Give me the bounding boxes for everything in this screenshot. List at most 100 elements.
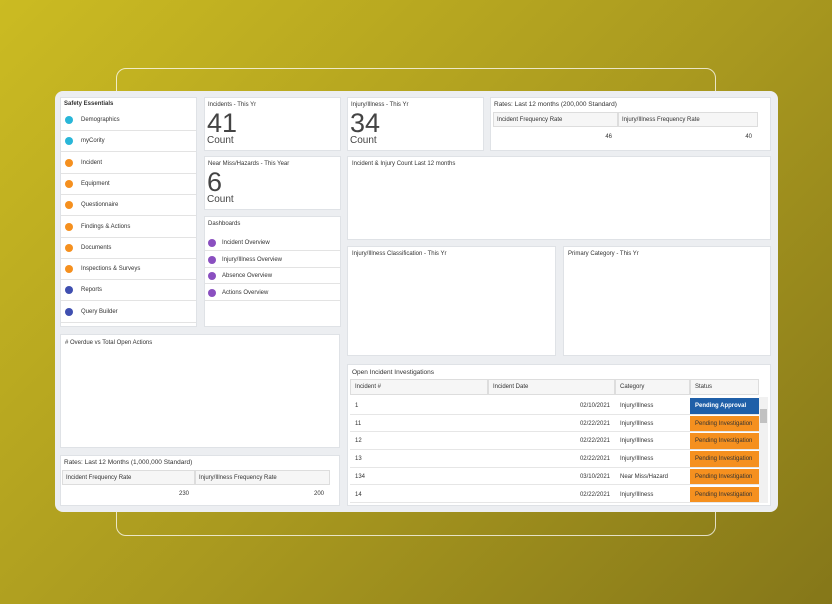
table-header: Incident Date [493, 384, 529, 390]
pie-panel [563, 246, 771, 356]
pie-panel [347, 246, 556, 356]
dashboard-icon [208, 288, 216, 297]
sidebar-icon [65, 116, 73, 124]
sidebar-label: Inspections & Surveys [81, 266, 141, 273]
rates-header-cell [62, 470, 195, 485]
dashboard-label: Absence Overview [222, 273, 273, 279]
table-header: Incident # [355, 384, 382, 390]
table-row[interactable] [350, 468, 759, 486]
sidebar-label: Documents [81, 244, 112, 251]
sidebar-icon [65, 265, 73, 274]
dashboard-label: Incident Overview [222, 240, 270, 246]
table-row[interactable] [350, 415, 759, 433]
sidebar-label: Equipment [81, 180, 110, 187]
table-cell: Near Miss/Hazard [620, 473, 669, 480]
dashboard-icon [208, 255, 216, 264]
sidebar-item[interactable] [61, 174, 196, 195]
sidebar-icon [65, 286, 73, 295]
scrollbar-thumb[interactable] [760, 409, 767, 423]
sidebar-item[interactable] [61, 195, 196, 217]
dashboard-link[interactable] [205, 235, 340, 251]
table-cell: 02/22/2021 [579, 491, 610, 498]
kpi-unit: Count [207, 135, 234, 146]
dashboard-icon [208, 272, 216, 280]
sidebar-icon [65, 222, 73, 231]
table-cell: 02/22/2021 [579, 420, 610, 427]
kpi-panel [347, 97, 484, 151]
sidebar-icon [65, 158, 73, 167]
sidebar-item[interactable] [61, 259, 196, 281]
chart-title: # Overdue vs Total Open Actions [65, 340, 153, 346]
sidebar-label: Reports [81, 287, 103, 294]
chart-title: Injury/Illness Classification - This Yr [352, 251, 447, 257]
kpi-unit: Count [350, 135, 377, 146]
table-header-cell [615, 379, 690, 395]
rates-title: Rates: Last 12 Months (1,000,000 Standar… [64, 459, 193, 466]
dashboard-link[interactable] [205, 268, 340, 284]
sidebar-item[interactable] [61, 302, 196, 323]
table-cell: 02/22/2021 [579, 438, 610, 445]
dashboard-link[interactable] [205, 252, 340, 268]
table-cell: Injury/Illness [620, 491, 654, 498]
chart-title: Incident & Injury Count Last 12 months [352, 161, 456, 167]
sidebar-label: Demographics [81, 117, 120, 123]
sidebar-item[interactable] [61, 153, 196, 174]
table-cell: Injury/Illness [620, 438, 654, 445]
table-row[interactable] [350, 432, 759, 451]
sidebar-icon [65, 243, 73, 252]
table-header: Category [620, 384, 645, 390]
sidebar-item[interactable] [61, 131, 196, 153]
dashboard-label: Actions Overview [222, 289, 269, 296]
status-badge: Pending Investigation [690, 433, 759, 450]
table-row[interactable] [350, 397, 759, 415]
dashboards-panel [204, 216, 341, 327]
sidebar-icon [65, 201, 73, 210]
status-badge: Pending Approval [690, 398, 759, 414]
sidebar-icon [65, 137, 73, 146]
table-cell: 02/10/2021 [579, 403, 610, 409]
sidebar-item[interactable] [61, 110, 196, 131]
table-title: Open Incident Investigations [352, 369, 435, 376]
sidebar-icon [65, 179, 73, 188]
rates-header-cell [195, 470, 330, 485]
rates-value: 230 [178, 491, 189, 497]
table-cell: 12 [355, 438, 362, 445]
rates-header: Injury/Illness Frequency Rate [199, 475, 277, 481]
table-cell: 13 [355, 456, 362, 463]
rates-value: 46 [605, 134, 612, 140]
sidebar-label: myCority [81, 138, 105, 145]
status-badge: Pending Investigation [690, 415, 759, 432]
table-row[interactable] [350, 486, 759, 504]
table-row[interactable] [350, 450, 759, 468]
rates-header: Injury/Illness Frequency Rate [622, 117, 700, 123]
table-cell: 03/10/2021 [579, 473, 610, 480]
kpi-unit: Count [207, 194, 234, 205]
sidebar-label: Findings & Actions [81, 223, 131, 230]
table-cell: Injury/Illness [620, 403, 654, 409]
status-badge: Pending Investigation [690, 486, 759, 503]
rates-header-cell [618, 112, 758, 127]
sidebar-icon [65, 307, 73, 316]
rates-header-cell [493, 112, 618, 127]
status-badge: Pending Investigation [690, 468, 759, 485]
sidebar-panel [60, 97, 197, 327]
sidebar-label: Questionnaire [81, 202, 119, 209]
sidebar-item[interactable] [61, 238, 196, 259]
sidebar-label: Query Builder [81, 308, 118, 315]
sidebar-item[interactable] [61, 280, 196, 302]
kpi-title: Injury/Illness - This Yr [351, 102, 409, 108]
table-cell: 11 [355, 420, 362, 427]
sidebar-item[interactable] [61, 217, 196, 238]
status-badge: Pending Investigation [690, 451, 759, 467]
rates-header: Incident Frequency Rate [66, 475, 132, 481]
kpi-panel [204, 156, 341, 210]
table-header-cell [488, 379, 615, 395]
line-panel [347, 156, 771, 240]
sidebar-label: Incident [81, 159, 103, 166]
dashboard-link[interactable] [205, 285, 340, 301]
dashboard-icon [208, 239, 216, 247]
table-header-cell [350, 379, 488, 395]
sidebar-title: Safety Essentials [64, 101, 114, 107]
table-cell: 134 [355, 473, 366, 480]
